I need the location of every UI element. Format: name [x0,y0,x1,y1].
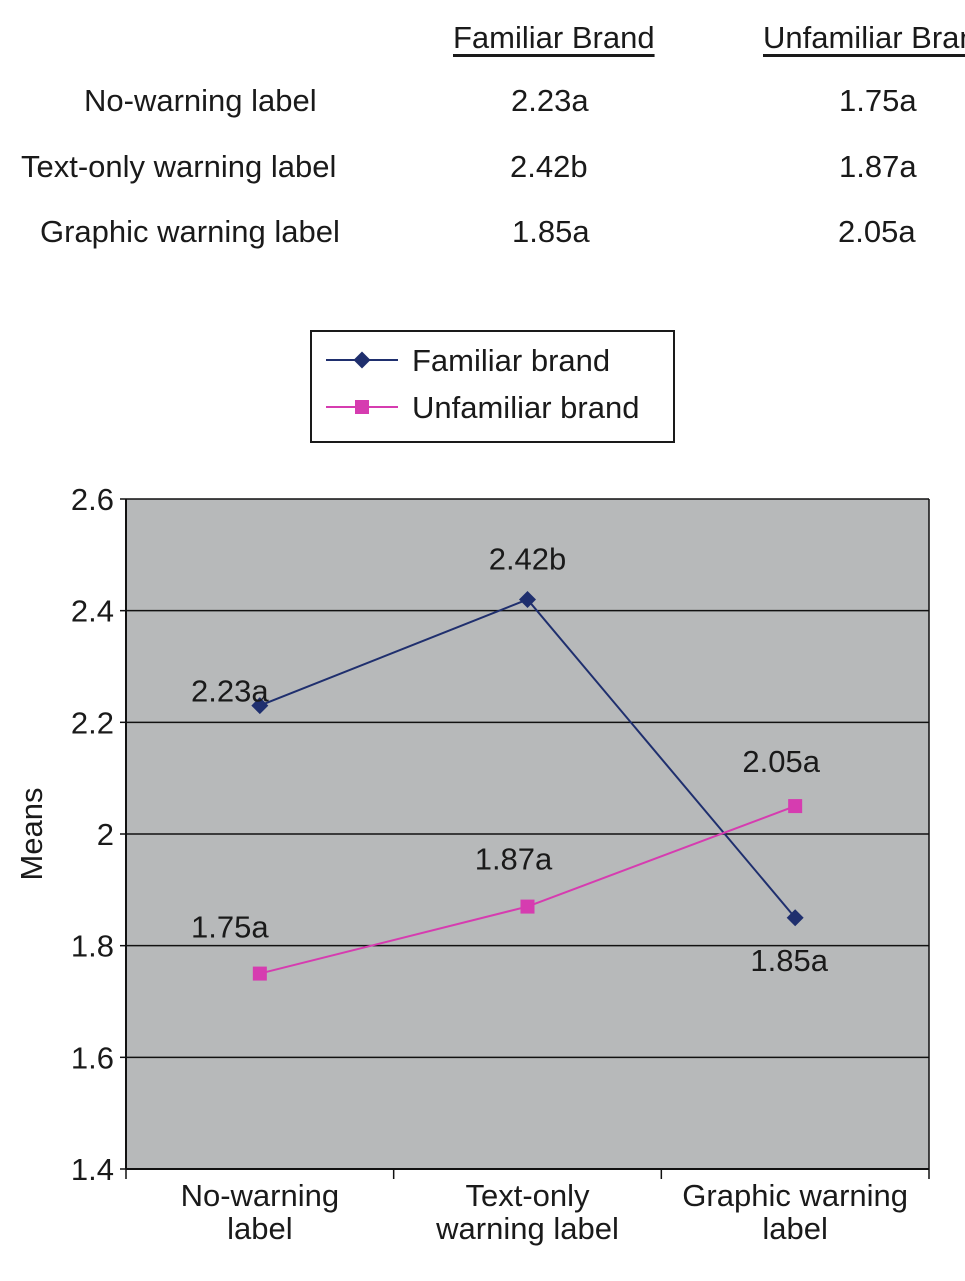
table-row-label: No-warning label [84,83,317,118]
x-tick-label: label [227,1211,293,1246]
y-tick-label: 1.4 [71,1152,114,1187]
legend-marker-unfamiliar [355,400,369,414]
legend-label-familiar: Familiar brand [412,343,610,378]
data-label: 2.23a [191,674,269,709]
data-point [252,966,267,981]
data-label: 1.75a [191,910,269,945]
table-header-familiar: Familiar Brand [453,20,655,55]
x-tick-label: label [762,1211,828,1246]
data-point [788,799,803,814]
table-cell: 1.87a [839,149,917,184]
table-row-label: Text-only warning label [21,149,337,184]
table-header-unfamiliar: Unfamiliar Brand [763,20,965,55]
table-cell: 1.75a [839,83,917,118]
x-tick-label: warning label [435,1211,619,1246]
table-cell: 2.23a [511,83,589,118]
y-tick-label: 2.6 [71,482,114,517]
data-point [519,591,536,608]
y-axis-label: Means [14,787,49,880]
x-tick-label: Text-only [465,1178,590,1213]
y-tick-label: 1.8 [71,929,114,964]
data-label: 2.42b [489,542,567,577]
x-tick-label: No-warning [181,1178,340,1213]
legend-marker-familiar [353,351,371,369]
data-label: 2.05a [742,744,820,779]
table-cell: 2.05a [838,214,916,249]
y-tick-label: 1.6 [71,1040,114,1075]
y-tick-label: 2 [97,817,114,852]
chart-legend: Familiar brand Unfamiliar brand [310,330,675,443]
legend-box [310,330,675,443]
y-tick-label: 2.2 [71,705,114,740]
legend-label-unfamiliar: Unfamiliar brand [412,390,639,425]
table-cell: 1.85a [512,214,590,249]
table-row-label: Graphic warning label [40,214,340,249]
table-cell: 2.42b [510,149,588,184]
data-label: 1.87a [475,842,553,877]
data-point [520,899,535,914]
x-tick-label: Graphic warning [682,1178,908,1213]
data-label: 1.85a [750,943,828,978]
y-tick-label: 2.4 [71,594,114,629]
data-point [786,909,804,927]
